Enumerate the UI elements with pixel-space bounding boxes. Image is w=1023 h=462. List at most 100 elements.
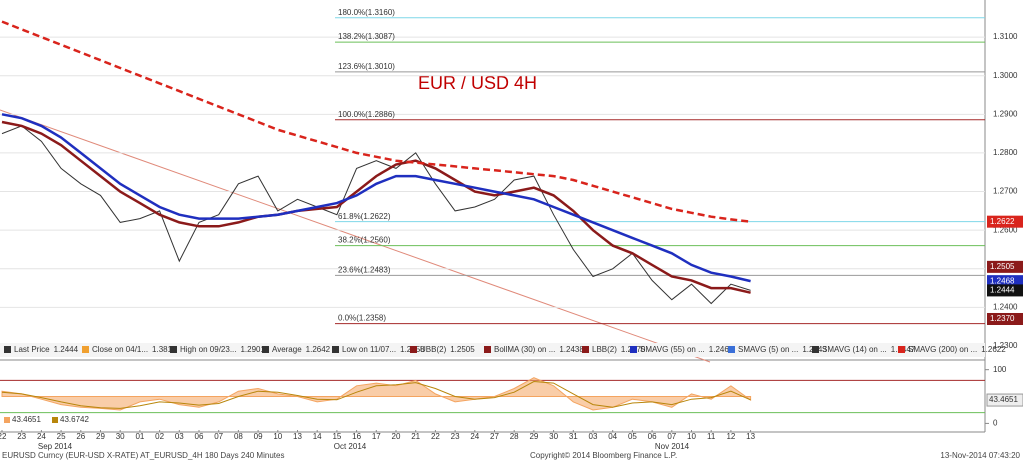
x-tick-label: 23 xyxy=(17,432,26,441)
legend-name: LBB(2) xyxy=(592,345,617,354)
y-tick-label: 1.2600 xyxy=(993,225,1018,234)
footer-left: EURUSD Curncy (EUR-USD X-RATE) AT_EURUSD… xyxy=(2,451,284,460)
legend-name: SMAVG (200) on ... xyxy=(908,345,977,354)
footer-center: Copyright© 2014 Bloomberg Finance L.P. xyxy=(530,451,677,460)
legend-bg xyxy=(0,343,985,357)
x-tick-label: 06 xyxy=(648,432,657,441)
price-tag xyxy=(987,275,1023,288)
legend-swatch xyxy=(484,346,491,353)
y-tick-label: 1.2400 xyxy=(993,303,1018,312)
x-tick-label: 15 xyxy=(332,432,341,441)
legend-swatch xyxy=(812,346,819,353)
series-area xyxy=(1,377,752,411)
x-tick-label: 20 xyxy=(392,432,401,441)
x-tick-label: 22 xyxy=(431,432,440,441)
legend-name: Average xyxy=(272,345,302,354)
x-tick-label: 01 xyxy=(135,432,144,441)
legend-swatch xyxy=(4,346,11,353)
legend-swatch xyxy=(630,346,637,353)
fib-label: 61.8%(1.2622) xyxy=(338,212,391,221)
x-tick-label: 17 xyxy=(372,432,381,441)
legend-name: Low on 11/07... xyxy=(342,345,396,354)
x-tick-label: 16 xyxy=(352,432,361,441)
price-tag-label: 1.2505 xyxy=(990,262,1015,271)
legend-swatch xyxy=(582,346,589,353)
legend-name: Last Price xyxy=(14,345,50,354)
legend-name: High on 09/23... xyxy=(180,345,236,354)
series-line xyxy=(1,113,751,283)
legend-swatch xyxy=(332,346,339,353)
y-tick-label: 100 xyxy=(993,365,1007,374)
legend-swatch xyxy=(410,346,417,353)
x-tick-label: 07 xyxy=(667,432,676,441)
x-tick-label: 03 xyxy=(589,432,598,441)
series-line xyxy=(1,125,751,305)
series-line xyxy=(1,380,751,409)
x-tick-label: 02 xyxy=(155,432,164,441)
legend-swatch xyxy=(728,346,735,353)
y-tick-label: 1.2800 xyxy=(993,148,1018,157)
x-tick-label: 09 xyxy=(254,432,263,441)
x-tick-label: 11 xyxy=(707,432,716,441)
x-tick-label: 24 xyxy=(470,432,479,441)
price-tag-label: 43.4651 xyxy=(989,395,1018,404)
y-tick-label: 1.2900 xyxy=(993,109,1018,118)
y-tick-label: 1.2700 xyxy=(993,187,1018,196)
legend-swatch xyxy=(82,346,89,353)
legend-value: 1.2505 xyxy=(450,345,475,354)
price-tag xyxy=(987,260,1023,273)
x-tick-label: 26 xyxy=(76,432,85,441)
x-tick-label: 30 xyxy=(549,432,558,441)
x-tick-label: 13 xyxy=(746,432,755,441)
x-tick-label: 23 xyxy=(451,432,460,441)
chart-title: EUR / USD 4H xyxy=(418,73,537,93)
legend-swatch xyxy=(52,417,58,423)
legend-name: BollMA (30) on ... xyxy=(494,345,555,354)
legend-name: Close on 04/1... xyxy=(92,345,148,354)
x-tick-label: 29 xyxy=(96,432,105,441)
y-tick-label: 1.2300 xyxy=(993,341,1018,350)
price-tag-label: 1.2622 xyxy=(990,217,1015,226)
trend-line xyxy=(0,109,711,363)
y-tick-label: 1.3000 xyxy=(993,71,1018,80)
legend-value: 1.2642 xyxy=(306,345,331,354)
legend-swatch xyxy=(4,417,10,423)
x-tick-label: 07 xyxy=(214,432,223,441)
x-tick-label: 08 xyxy=(234,432,243,441)
legend-swatch xyxy=(170,346,177,353)
fib-label: 38.2%(1.2560) xyxy=(338,236,391,245)
x-tick-label: 25 xyxy=(57,432,66,441)
x-tick-label: 04 xyxy=(608,432,617,441)
legend-name: 43.4651 xyxy=(12,415,41,424)
fib-label: 123.6%(1.3010) xyxy=(338,62,395,71)
legend-name: UBB(2) xyxy=(420,345,447,354)
legend-value: 1.2468 xyxy=(709,345,734,354)
x-tick-label: 28 xyxy=(510,432,519,441)
price-tag-label: 1.2468 xyxy=(990,276,1015,285)
legend-swatch xyxy=(898,346,905,353)
month-label: Oct 2014 xyxy=(334,442,367,451)
month-label: Nov 2014 xyxy=(655,442,690,451)
price-tag-label: 1.2444 xyxy=(990,286,1015,295)
fib-label: 180.0%(1.3160) xyxy=(338,8,395,17)
legend-name: SMAVG (14) on ... xyxy=(822,345,887,354)
x-tick-label: 24 xyxy=(37,432,46,441)
x-tick-label: 12 xyxy=(726,432,735,441)
series-line xyxy=(1,120,751,294)
legend-value: 1.2901 xyxy=(240,345,265,354)
price-tag xyxy=(986,393,1023,407)
x-tick-label: 22 xyxy=(0,432,7,441)
legend-value: 1.3814 xyxy=(152,345,177,354)
x-tick-label: 13 xyxy=(293,432,302,441)
y-tick-label: 0 xyxy=(993,419,998,428)
fib-label: 23.6%(1.2483) xyxy=(338,265,391,274)
x-tick-label: 10 xyxy=(687,432,696,441)
footer-right: 13-Nov-2014 07:43:20 xyxy=(940,451,1020,460)
legend-name: 43.6742 xyxy=(60,415,89,424)
legend-value: 1.2438 xyxy=(559,345,584,354)
x-tick-label: 14 xyxy=(313,432,322,441)
x-tick-label: 05 xyxy=(628,432,637,441)
legend-value: 1.2444 xyxy=(54,345,79,354)
